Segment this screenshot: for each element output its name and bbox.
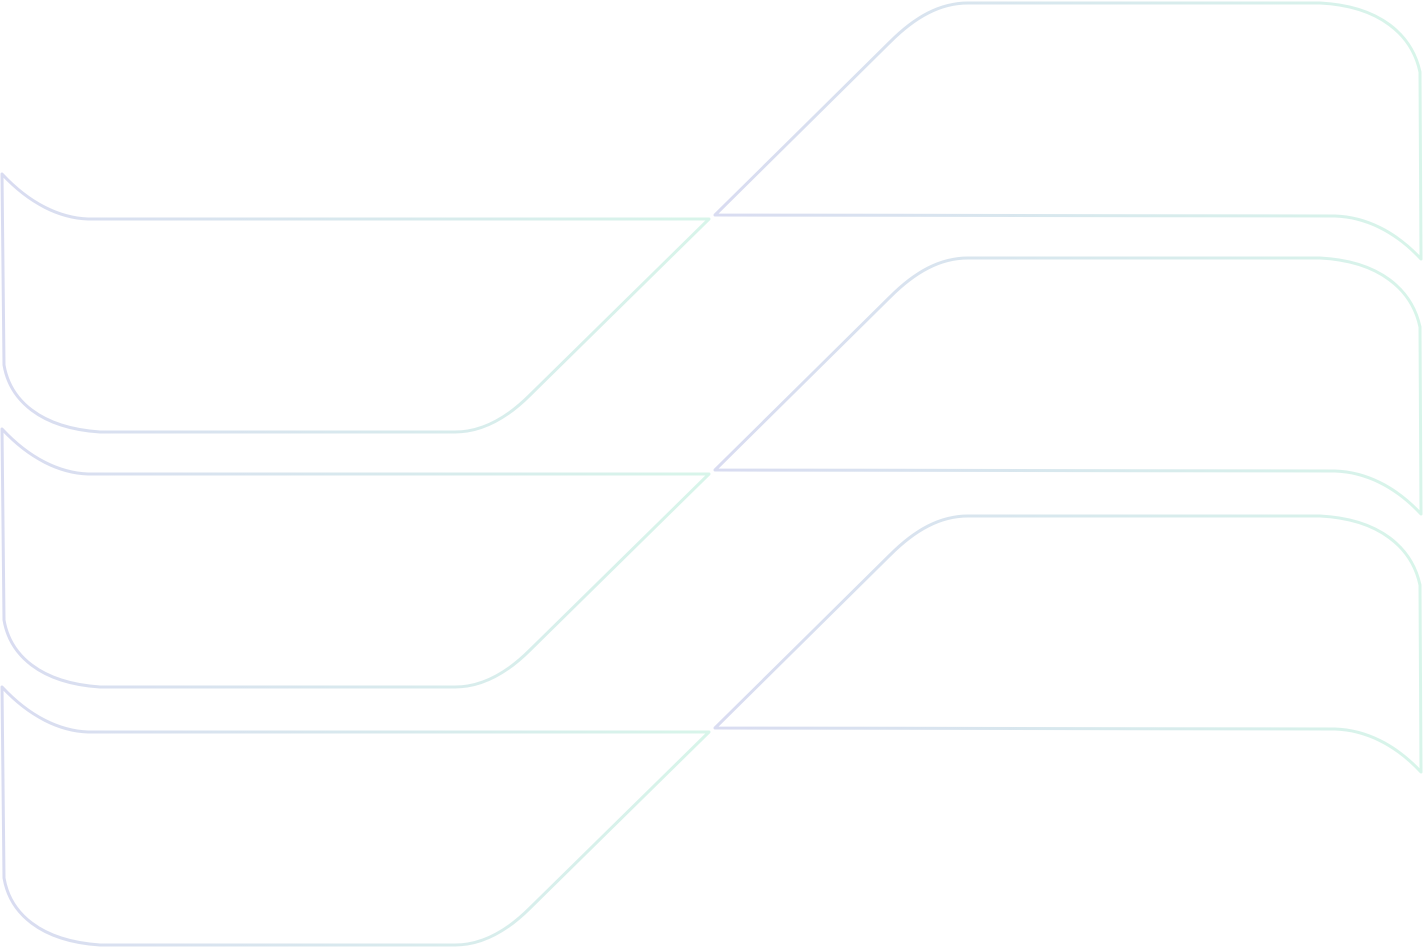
ribbon-right-2 bbox=[713, 256, 1423, 516]
ribbon-left-3 bbox=[0, 685, 711, 947]
ribbon-left-1 bbox=[0, 172, 711, 434]
ribbon-right-1 bbox=[713, 1, 1423, 261]
ribbon-left-2 bbox=[0, 427, 711, 689]
ribbon-right-3 bbox=[713, 514, 1423, 774]
